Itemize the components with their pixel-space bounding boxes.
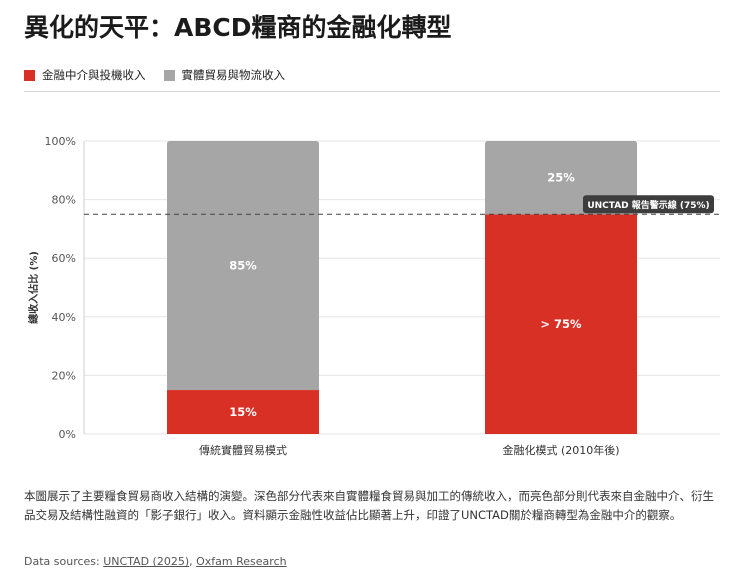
x-tick-label: 傳統實體貿易模式 xyxy=(199,443,287,457)
legend-item-physical: 實體貿易與物流收入 xyxy=(163,67,286,83)
legend-swatch-physical xyxy=(163,69,175,81)
reference-line-label: UNCTAD 報告警示線 (75%) xyxy=(587,199,709,211)
reference-line-badge xyxy=(583,195,714,214)
sources-separator: , xyxy=(189,555,197,568)
legend-item-financial: 金融中介與投機收入 xyxy=(24,67,146,83)
data-label: 25% xyxy=(547,171,575,185)
y-axis-title: 總收入佔比 (%) xyxy=(27,251,40,324)
chart-caption: 本圖展示了主要糧食貿易商收入結構的演變。深色部分代表來自實體糧食貿易與加工的傳統… xyxy=(24,489,714,522)
legend: 金融中介與投機收入 實體貿易與物流收入 xyxy=(24,67,303,83)
data-label: > 75% xyxy=(540,317,582,331)
x-tick-label: 金融化模式 (2010年後) xyxy=(502,443,619,457)
source-link-oxfam[interactable]: Oxfam Research xyxy=(196,555,287,568)
legend-label-physical: 實體貿易與物流收入 xyxy=(181,68,286,82)
chart-title: 異化的天平：ABCD糧商的金融化轉型 xyxy=(24,13,452,42)
bar-segment xyxy=(167,141,319,391)
stacked-bar-chart: 0% 20% 40% 60% 80% 100% 總收入佔比 (%) 15% 85% 傳統實體貿易模… xyxy=(27,135,720,457)
legend-label-financial: 金融中介與投機收入 xyxy=(42,68,146,82)
data-sources: Data sources: UNCTAD (2025), Oxfam Resea… xyxy=(24,555,287,568)
y-tick-label: 100% xyxy=(45,135,76,148)
y-tick-label: 20% xyxy=(52,369,76,382)
y-tick-label: 0% xyxy=(59,428,76,441)
header-divider xyxy=(24,91,720,92)
bar-segment xyxy=(485,214,637,434)
y-tick-label: 40% xyxy=(52,311,76,324)
legend-swatch-financial xyxy=(24,69,35,81)
bar-segment xyxy=(167,390,319,434)
data-label: 85% xyxy=(229,259,257,273)
y-tick-label: 80% xyxy=(52,194,76,207)
source-link-unctad[interactable]: UNCTAD (2025) xyxy=(103,555,190,568)
y-tick-label: 60% xyxy=(52,252,76,265)
sources-prefix: Data sources: xyxy=(24,555,104,568)
data-label: 15% xyxy=(229,405,257,419)
